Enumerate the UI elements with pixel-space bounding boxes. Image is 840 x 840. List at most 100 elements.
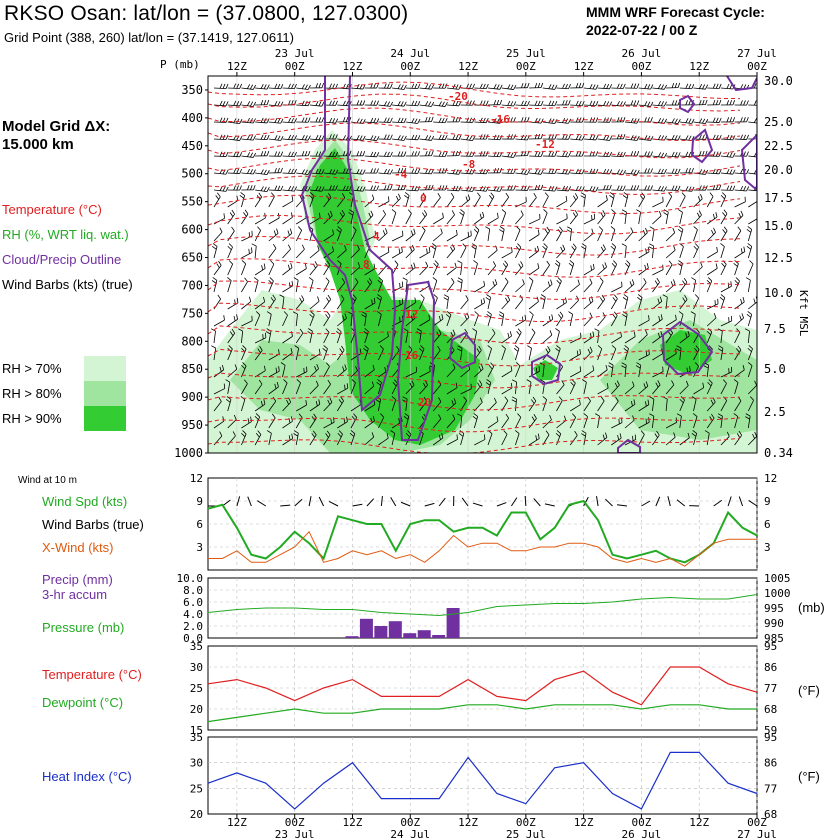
wind-barb-feather [263, 151, 267, 156]
wind-barb-feather [624, 262, 630, 268]
wind-barb-feather [609, 151, 613, 157]
wind-barb-staff [446, 282, 455, 293]
wind-barb-feather [411, 244, 415, 250]
wind-barb-feather [733, 262, 738, 267]
wind-barb-staff [378, 399, 381, 412]
wind-barb-feather [438, 185, 442, 191]
dewpoint-label: Dewpoint (°C) [42, 695, 124, 710]
wind-barb [433, 101, 448, 107]
right-tick: 9 [764, 495, 771, 508]
wind-barb [515, 261, 524, 276]
wind-barb-feather [332, 118, 336, 124]
wind-barb-feather [658, 135, 662, 140]
wind-barb-feather [332, 151, 336, 157]
wind-barb-feather [592, 331, 595, 337]
wind-barb [734, 210, 744, 225]
wind-barb-feather [417, 135, 421, 141]
wind-barb-staff [515, 417, 522, 429]
wind-barb-staff [268, 233, 279, 242]
wind-barb [733, 379, 739, 395]
wind-barb-feather [738, 212, 742, 218]
wind-barb [213, 192, 221, 208]
wind-barb [446, 210, 455, 225]
wind-barb-staff [254, 416, 261, 429]
wind-barb-staff [528, 301, 539, 310]
wind-barb [679, 330, 690, 344]
wind-barb [405, 168, 421, 174]
wind-barb-staff [624, 195, 629, 208]
wind-barb-staff [473, 331, 478, 344]
wind-barb-feather [356, 135, 360, 140]
wind-barb-feather [336, 228, 341, 233]
wind-barb [432, 397, 442, 412]
wind-barb-feather [397, 135, 401, 140]
wind-barb [419, 116, 434, 123]
wind-barb-feather [452, 414, 456, 420]
right-tick: 86 [764, 757, 777, 770]
wind-barb-feather [636, 169, 640, 175]
wind-barb-feather [236, 297, 239, 303]
wind-barb-staff [473, 263, 478, 276]
top-time-tick: 12Z [689, 60, 709, 73]
wind-barb [570, 168, 585, 175]
wind-barb [623, 345, 629, 361]
wind-barb-feather [228, 243, 233, 248]
wind-barb-feather [492, 281, 496, 287]
wind-barb-staff [323, 421, 335, 429]
wind-barbs-field [210, 82, 762, 446]
wind-barb [597, 135, 613, 141]
wind-barb-feather [551, 168, 555, 174]
wind-barb [666, 168, 681, 174]
wind-barb-feather [650, 117, 653, 123]
wind-barb-staff [241, 263, 247, 276]
wind-barb-staff [474, 368, 484, 378]
wind-barb [597, 226, 603, 242]
wind-barb-staff [679, 229, 684, 242]
wind-barb-staff [734, 201, 746, 208]
wind-barb [542, 118, 558, 125]
wind-barb-staff [364, 385, 375, 395]
wind-barb [282, 348, 293, 361]
wind-barb-feather [309, 313, 314, 318]
wind-barb-staff [734, 280, 740, 293]
wind-barb [569, 243, 577, 259]
wind-barb-feather [409, 382, 413, 388]
wind-barb-feather [469, 135, 473, 141]
wind-barb-feather [425, 83, 429, 89]
wind-barb-feather [660, 84, 665, 90]
wind-barb-feather [702, 382, 705, 388]
wind-barb-feather [294, 135, 297, 141]
wind-barb-staff [323, 299, 332, 310]
wind-barb-feather [760, 83, 762, 88]
wind-barb [720, 281, 732, 293]
wind-barb [432, 228, 443, 242]
wind-barb-feather [307, 100, 311, 106]
wind-barb [734, 277, 740, 293]
wind-barb-feather [296, 379, 301, 384]
wind-barb [734, 185, 750, 192]
pressure-tick: 500 [181, 167, 203, 181]
wind-barb-feather [318, 151, 322, 157]
wind-barb [405, 118, 421, 124]
wind-barb [446, 382, 458, 395]
wind-barb-feather [315, 83, 319, 89]
wind-barb-feather [587, 396, 591, 402]
wind-barb-staff [569, 417, 577, 429]
wind-barb-feather [477, 192, 481, 197]
wind-barb-staff [501, 281, 509, 293]
wind-barb-feather [242, 345, 247, 350]
wind-barb-feather [655, 382, 659, 388]
wind-barb-feather [278, 349, 280, 355]
wind-barb-feather [613, 260, 618, 265]
wind-barb-feather [398, 248, 401, 254]
wind-barb [610, 311, 618, 327]
wind-barb-feather [348, 212, 354, 216]
right-tick: 68 [764, 703, 777, 716]
wind-barb-staff [295, 332, 304, 344]
wind-barb-staff [241, 281, 248, 293]
wind-barb-feather [301, 295, 305, 300]
wind-barb [350, 262, 361, 276]
wind-barb-feather [431, 150, 434, 156]
wind-barb-feather [676, 348, 681, 352]
precip-bar [374, 626, 388, 638]
